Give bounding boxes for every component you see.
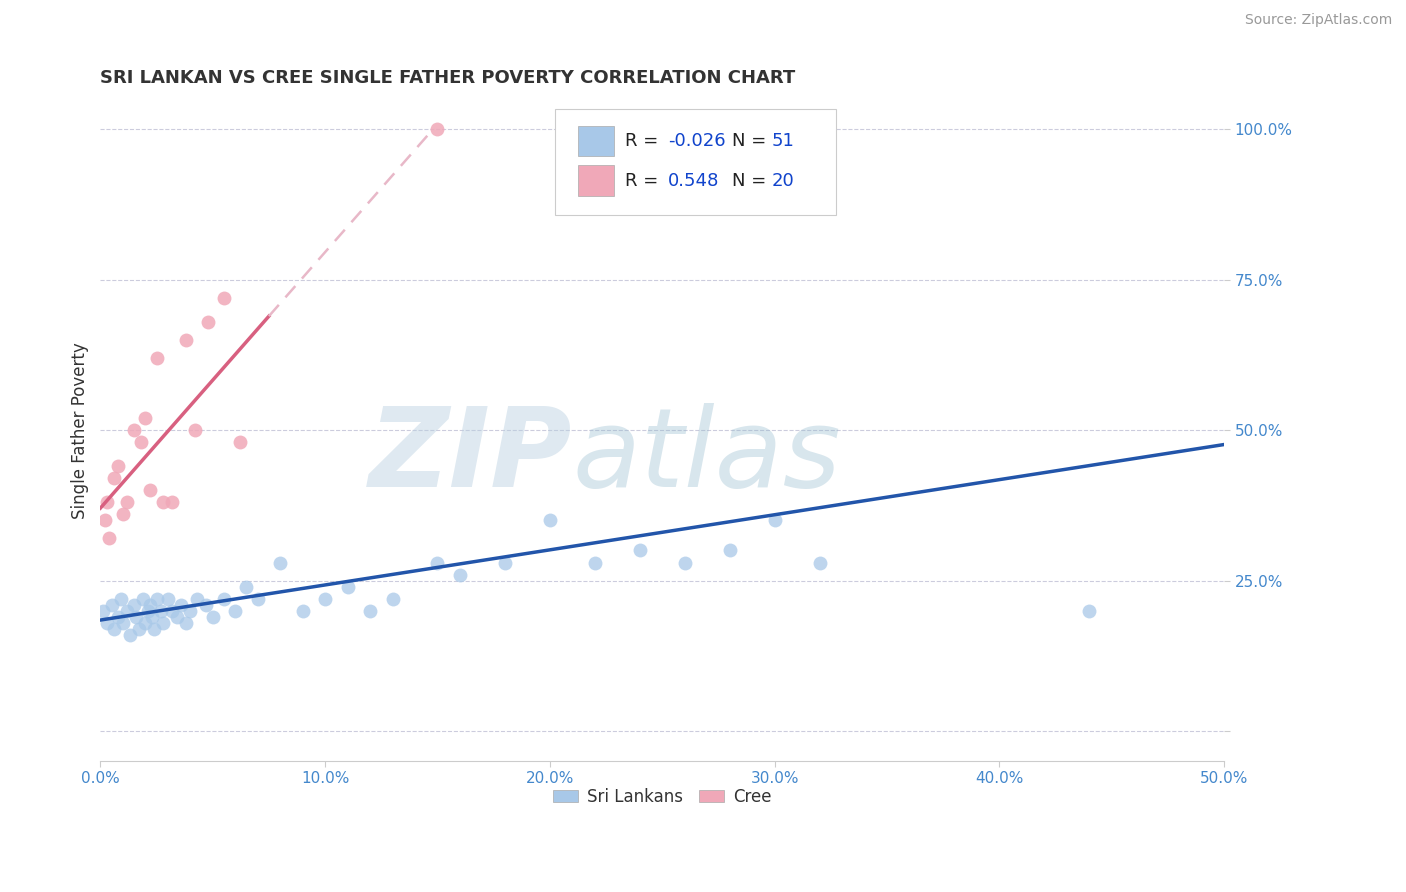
Point [100,598,122,612]
Point [170,598,193,612]
Y-axis label: Single Father Poverty: Single Father Poverty [72,342,89,518]
Point [139,483,162,498]
Point [449,567,471,582]
Point [166,609,188,624]
Point [808,556,831,570]
Point [111,508,134,522]
Point [179,604,201,618]
Point [195,598,218,612]
Point [673,556,696,570]
Point [184,423,207,437]
Point [381,591,404,606]
Point [107,609,129,624]
Point [98,532,121,546]
Point [118,628,141,642]
Text: 0.548: 0.548 [668,171,720,190]
Point [134,615,156,630]
Point [150,604,173,618]
Point [103,622,125,636]
Point [186,591,208,606]
FancyBboxPatch shape [578,165,614,196]
Point [143,622,166,636]
Point [129,435,152,450]
Point [246,591,269,606]
Point [224,604,246,618]
Point [139,598,162,612]
Point [156,591,179,606]
Point [122,423,145,437]
Point [359,604,381,618]
Point [718,543,741,558]
Point [152,495,174,509]
Point [96,615,118,630]
Point [269,556,291,570]
Point [628,543,651,558]
Text: SRI LANKAN VS CREE SINGLE FATHER POVERTY CORRELATION CHART: SRI LANKAN VS CREE SINGLE FATHER POVERTY… [100,69,796,87]
Point [110,591,132,606]
Text: N =: N = [733,171,772,190]
Point [152,615,174,630]
Point [201,609,224,624]
Legend: Sri Lankans, Cree: Sri Lankans, Cree [547,781,778,813]
Point [111,615,134,630]
Text: N =: N = [733,132,772,150]
Point [212,591,235,606]
Point [1078,604,1101,618]
Point [107,459,129,474]
Point [314,591,336,606]
Point [136,604,159,618]
Point [494,556,516,570]
Point [117,604,139,618]
Point [141,609,163,624]
FancyBboxPatch shape [555,109,837,215]
Point [96,495,118,509]
Point [235,580,257,594]
FancyBboxPatch shape [578,126,614,156]
Point [426,122,449,136]
Point [94,513,117,527]
Point [128,622,150,636]
Point [212,291,235,305]
Text: 51: 51 [772,132,794,150]
Point [538,513,561,527]
Point [117,495,139,509]
Point [134,411,156,425]
Point [174,615,197,630]
Point [197,315,219,329]
Point [228,435,250,450]
Point [122,598,145,612]
Point [125,609,148,624]
Point [91,604,114,618]
Point [763,513,786,527]
Point [145,351,167,365]
Text: R =: R = [626,171,669,190]
Text: ZIP: ZIP [368,403,572,510]
Text: R =: R = [626,132,664,150]
Point [752,122,775,136]
Point [583,556,606,570]
Point [291,604,314,618]
Point [132,591,155,606]
Point [162,495,184,509]
Point [103,471,125,485]
Text: Source: ZipAtlas.com: Source: ZipAtlas.com [1244,13,1392,28]
Point [426,556,449,570]
Point [162,604,184,618]
Point [336,580,359,594]
Point [174,333,197,347]
Point [145,591,167,606]
Text: 20: 20 [772,171,794,190]
Text: -0.026: -0.026 [668,132,725,150]
Text: atlas: atlas [572,403,841,510]
